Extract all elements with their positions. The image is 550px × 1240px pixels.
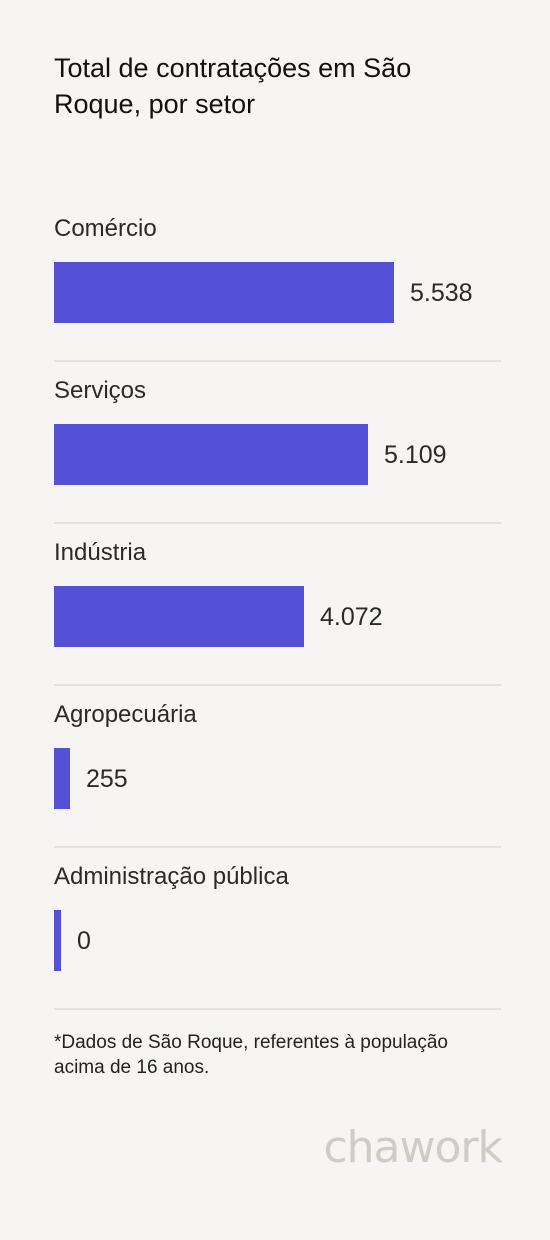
category-label: Indústria <box>54 539 147 566</box>
bar <box>54 586 304 647</box>
bar-track: 255 <box>54 748 501 809</box>
chawork-logo: chawork <box>323 1122 503 1173</box>
bar-row: Administração pública 0 <box>54 848 501 1010</box>
bar-track: 4.072 <box>54 586 501 647</box>
bar-value-label: 5.538 <box>410 279 473 307</box>
category-label: Comércio <box>54 215 157 242</box>
footnote: *Dados de São Roque, referentes à popula… <box>54 1032 448 1078</box>
row-divider <box>54 684 501 686</box>
bar <box>54 748 70 809</box>
bar <box>54 262 394 323</box>
bar <box>54 424 368 485</box>
bar-value-label: 0 <box>77 927 91 955</box>
category-label: Administração pública <box>54 863 289 890</box>
category-label: Agropecuária <box>54 701 197 728</box>
row-divider <box>54 360 501 362</box>
category-label: Serviços <box>54 377 147 404</box>
bar-track: 5.109 <box>54 424 501 485</box>
bar <box>54 910 61 971</box>
bar-track: 5.538 <box>54 262 501 323</box>
bar-value-label: 5.109 <box>384 441 447 469</box>
row-divider <box>54 846 501 848</box>
bar-row: Agropecuária 255 <box>54 686 501 848</box>
bar-chart: Comércio 5.538 Serviços 5.109 Indústria 4.072… <box>54 200 501 1010</box>
bar-row: Comércio 5.538 <box>54 200 501 362</box>
bar-value-label: 255 <box>86 765 128 793</box>
chart-title: Total de contratações em São Roque, por … <box>54 53 412 119</box>
row-divider <box>54 522 501 524</box>
bar-value-label: 4.072 <box>320 603 383 631</box>
bar-row: Indústria 4.072 <box>54 524 501 686</box>
bar-track: 0 <box>54 910 501 971</box>
row-divider <box>54 1008 501 1010</box>
bar-row: Serviços 5.109 <box>54 362 501 524</box>
